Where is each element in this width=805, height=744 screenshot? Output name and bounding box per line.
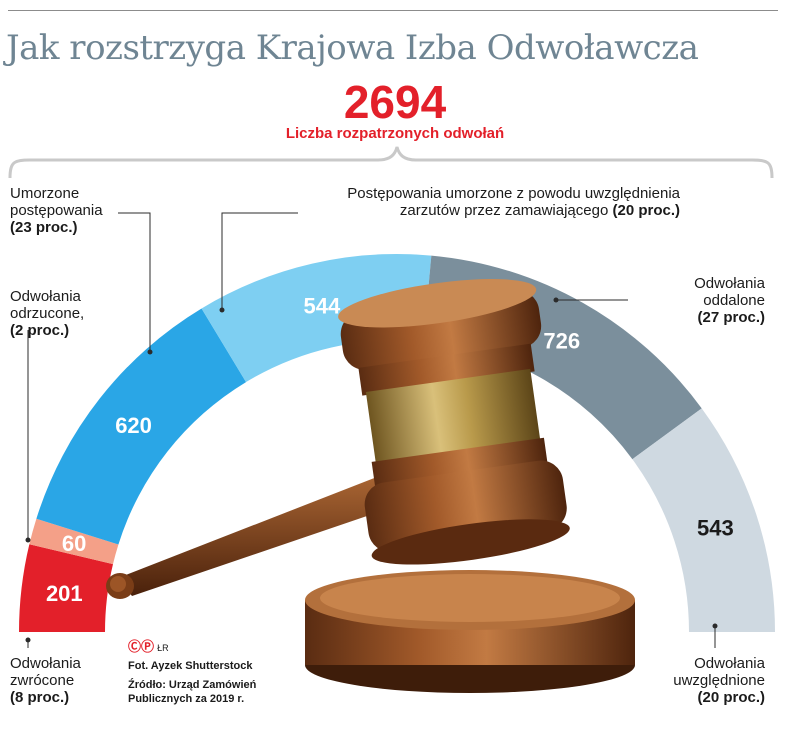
- photo-credit: Fot. Ayzek Shutterstock: [128, 660, 253, 672]
- value-label-5: 543: [697, 516, 734, 541]
- value-label-1: 60: [62, 531, 86, 556]
- category-label-2: Umorzone postępowania (23 proc.): [10, 185, 103, 236]
- brace: [8, 146, 774, 179]
- cp-logo: ⒸⓅ: [128, 639, 155, 654]
- segment-1: [29, 518, 119, 565]
- leader-dot-1: [25, 537, 31, 543]
- leader-dot-3: [219, 307, 225, 313]
- cp-logo-suffix: ŁR: [157, 643, 169, 653]
- category-label-4: Odwołania oddalone (27 proc.): [630, 275, 765, 326]
- credits: ⒸⓅ ŁR Fot. Ayzek Shutterstock Źródło: Ur…: [128, 640, 256, 706]
- category-pct-2: (23 proc.): [10, 219, 78, 236]
- category-label-0: Odwołania zwrócone (8 proc.): [10, 655, 81, 706]
- category-label-3: Postępowania umorzone z powodu uwzględni…: [347, 185, 680, 219]
- value-label-0: 201: [46, 581, 83, 606]
- category-label-1: Odwołania odrzucone, (2 proc.): [10, 288, 85, 339]
- category-pct-0: (8 proc.): [10, 689, 70, 706]
- category-pct-4: (27 proc.): [697, 309, 765, 326]
- gavel-illustration: [106, 279, 635, 693]
- category-pct-5: (20 proc.): [697, 689, 765, 706]
- total-label: Liczba rozpatrzonych odwołań: [285, 125, 505, 142]
- source-line-2: Publicznych za 2019 r.: [128, 693, 245, 705]
- value-label-4: 726: [543, 328, 580, 353]
- leader-dot-2: [147, 349, 153, 355]
- category-pct-1: (2 proc.): [10, 322, 70, 339]
- segment-3: [201, 254, 432, 383]
- leader-line-3: [221, 212, 298, 310]
- leader-dot-0: [25, 637, 31, 643]
- total-value: 2694: [343, 76, 447, 128]
- value-label-3: 544: [303, 294, 340, 319]
- segment-0: [19, 544, 113, 632]
- leader-dot-4: [553, 297, 559, 303]
- segment-2: [36, 308, 247, 545]
- page-title: Jak rozstrzyga Krajowa Izba Odwoławcza: [6, 28, 699, 68]
- top-rule: [8, 10, 778, 11]
- category-label-5: Odwołania uwzględnione (20 proc.): [610, 655, 765, 706]
- leader-line-2: [118, 212, 151, 352]
- value-label-2: 620: [115, 413, 152, 438]
- leader-dot-5: [712, 623, 718, 629]
- source-line-1: Źródło: Urząd Zamówień: [128, 679, 257, 691]
- segment-5: [632, 408, 775, 632]
